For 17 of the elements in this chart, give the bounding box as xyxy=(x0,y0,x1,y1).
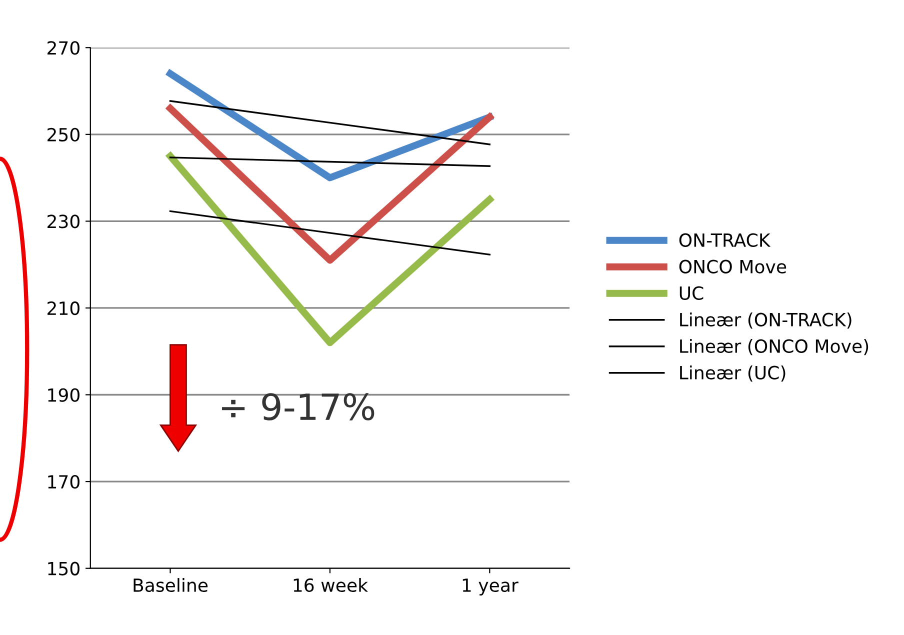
x-tick-label: 16 week xyxy=(294,578,368,592)
annotation: ÷ 9-17% xyxy=(222,393,374,420)
legend-label: UC xyxy=(680,286,704,300)
legend-label: Lineær (UC) xyxy=(680,365,786,382)
x-tick-label: 1 year xyxy=(462,578,518,596)
legend-label: Lineær (ONCO Move) xyxy=(680,338,868,356)
y-tick-label: 230 xyxy=(48,214,80,228)
y-tick-label: 150 xyxy=(48,562,80,576)
y-tick-label: 210 xyxy=(48,301,80,316)
x-tick-label: Baseline xyxy=(134,578,208,592)
y-tick-label: 170 xyxy=(48,475,80,489)
y-tick-label: 250 xyxy=(48,128,80,142)
legend-label: ONCO Move xyxy=(679,260,786,274)
y-tick-label: 190 xyxy=(48,388,80,402)
y-tick-label: 270 xyxy=(48,41,80,55)
legend-label: ON-TRACK xyxy=(679,233,771,247)
legend-label: Lineær (ON-TRACK) xyxy=(680,312,852,329)
